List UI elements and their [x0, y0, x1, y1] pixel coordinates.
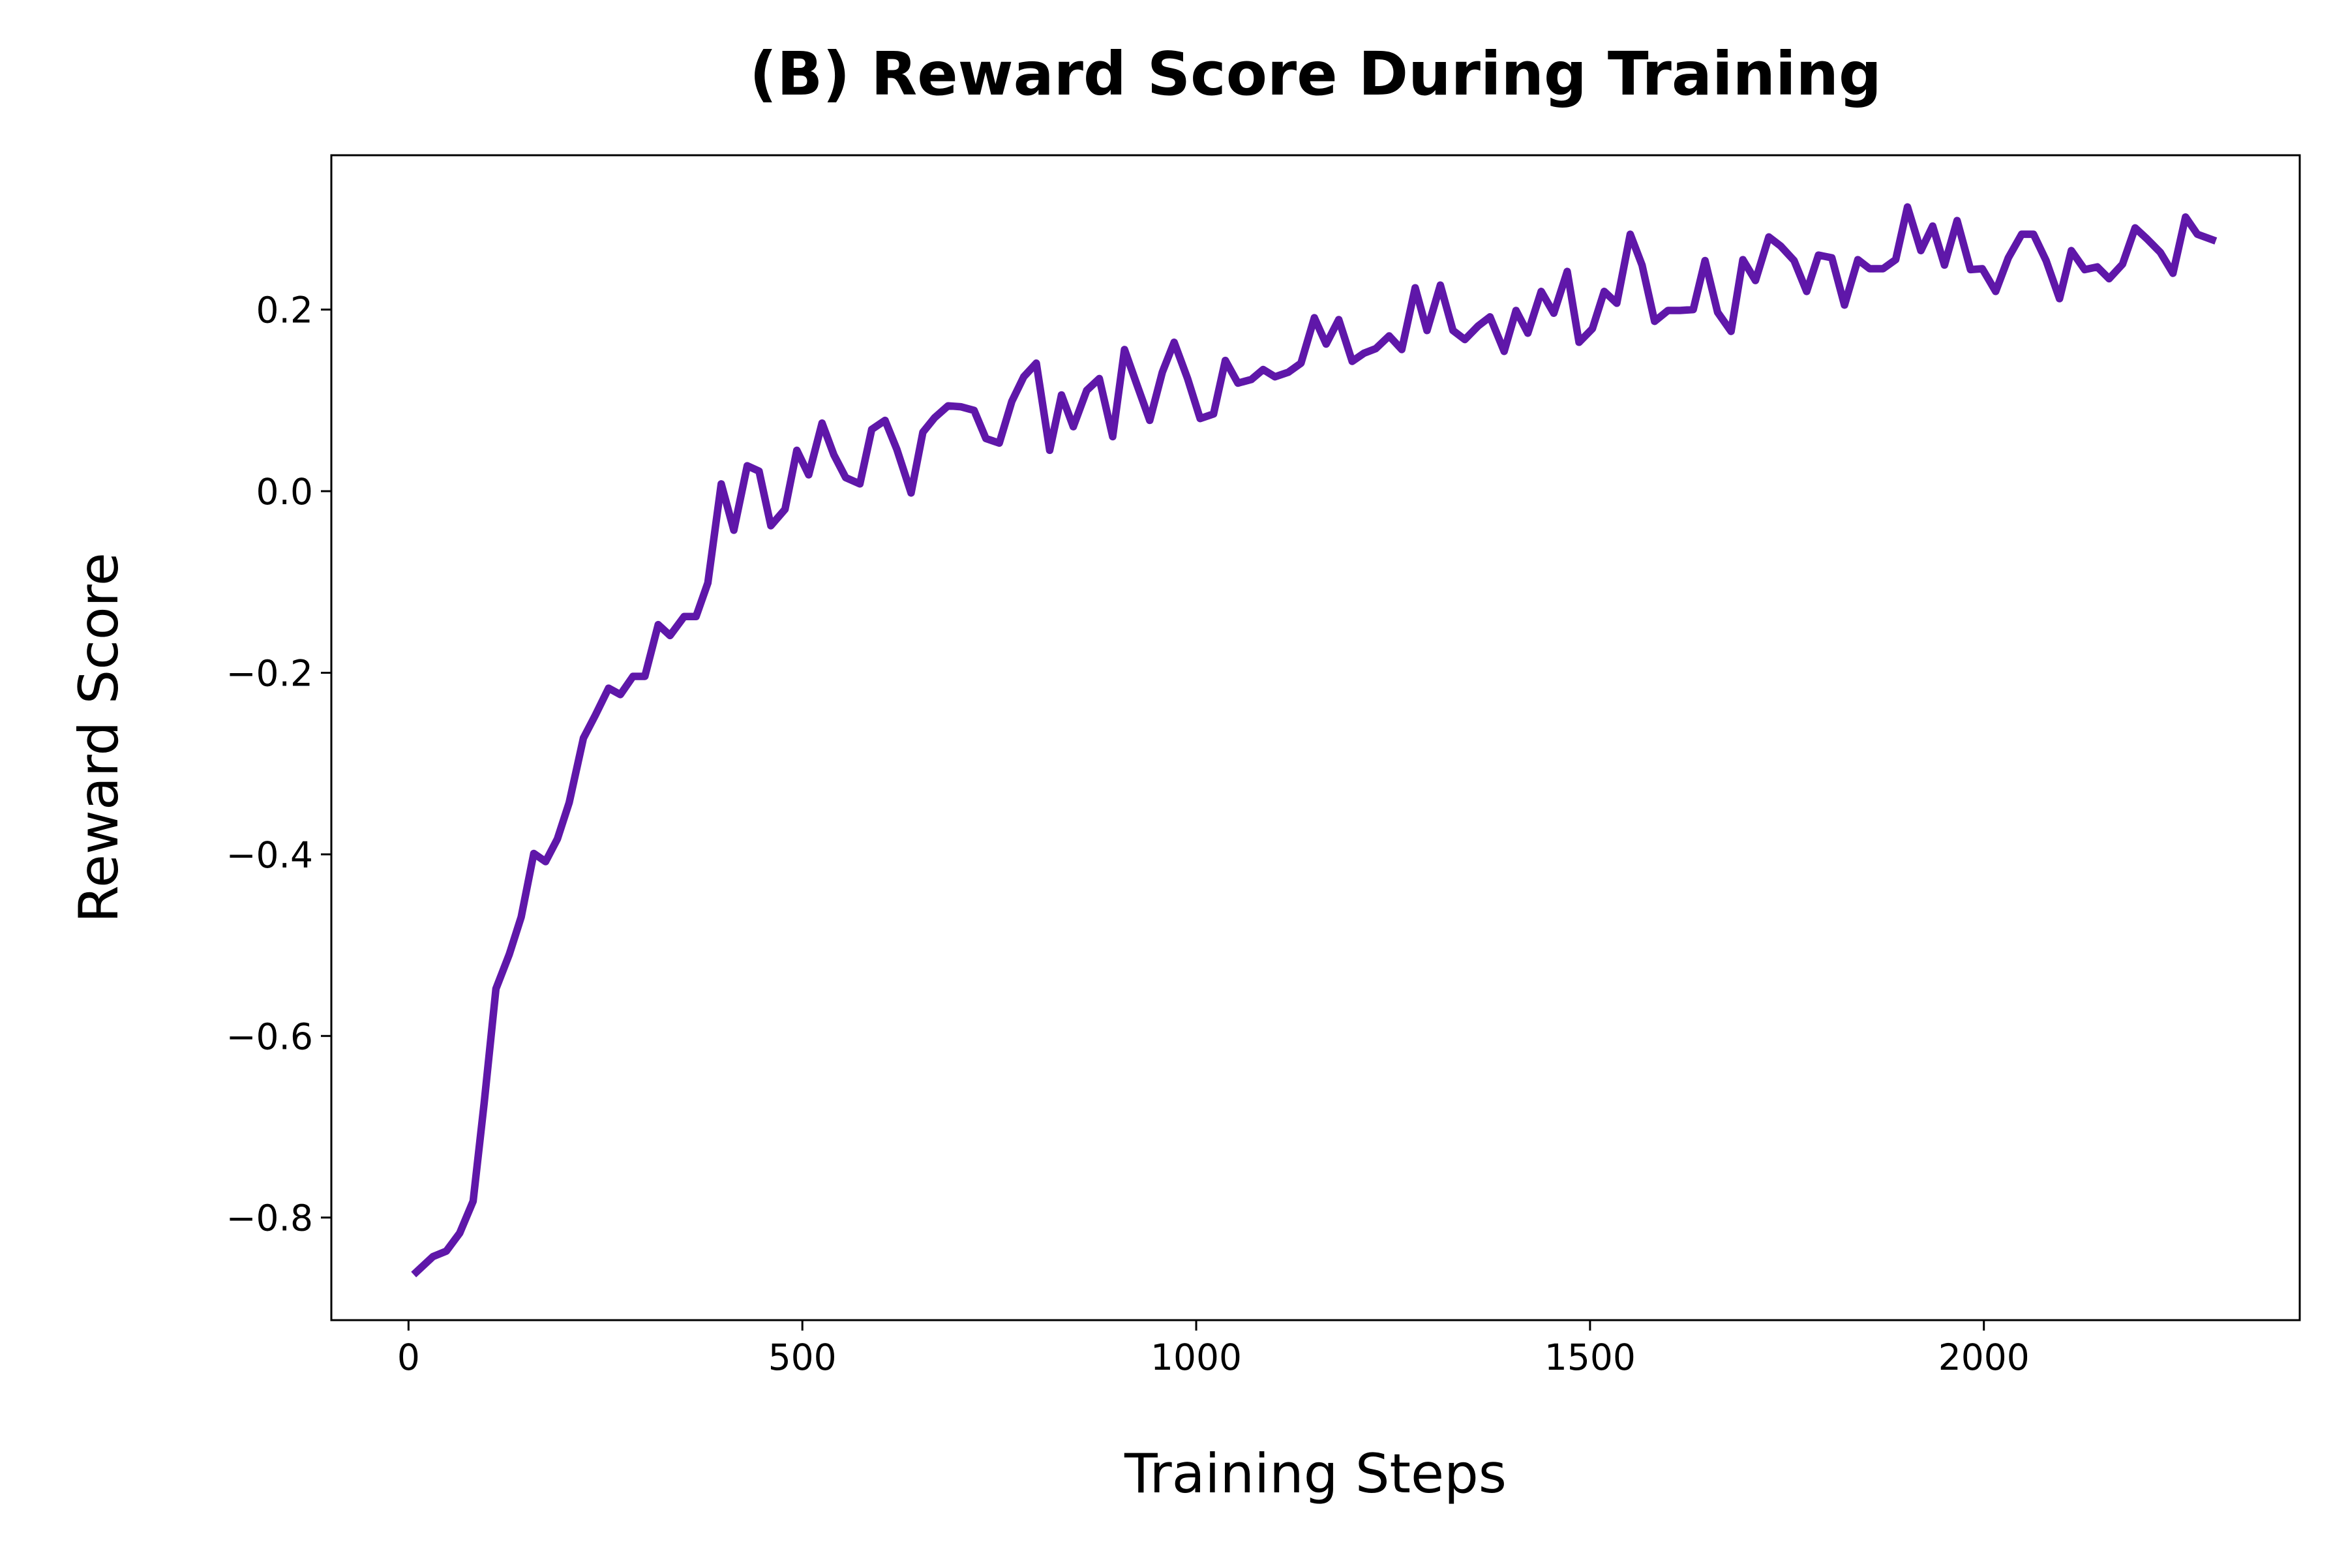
- data-line: [411, 203, 2218, 1278]
- chart-title: (B) Reward Score During Training: [749, 39, 1882, 109]
- x-tick-label: 2000: [1938, 1336, 2030, 1378]
- y-axis-label: Reward Score: [67, 552, 130, 923]
- y-tick-label: −0.4: [226, 834, 313, 876]
- x-tick-label: 500: [768, 1336, 837, 1378]
- x-axis-label: Training Steps: [1124, 1442, 1507, 1505]
- y-tick-label: 0.0: [256, 471, 313, 513]
- x-tick-label: 0: [397, 1336, 420, 1378]
- x-tick-label: 1500: [1544, 1336, 1636, 1378]
- plot-frame: [330, 154, 2301, 1321]
- y-tick-label: −0.6: [226, 1016, 313, 1057]
- y-tick-label: −0.2: [226, 652, 313, 694]
- x-tick-label: 1000: [1151, 1336, 1242, 1378]
- y-tick-label: −0.8: [226, 1198, 313, 1239]
- y-tick-label: 0.2: [256, 290, 313, 331]
